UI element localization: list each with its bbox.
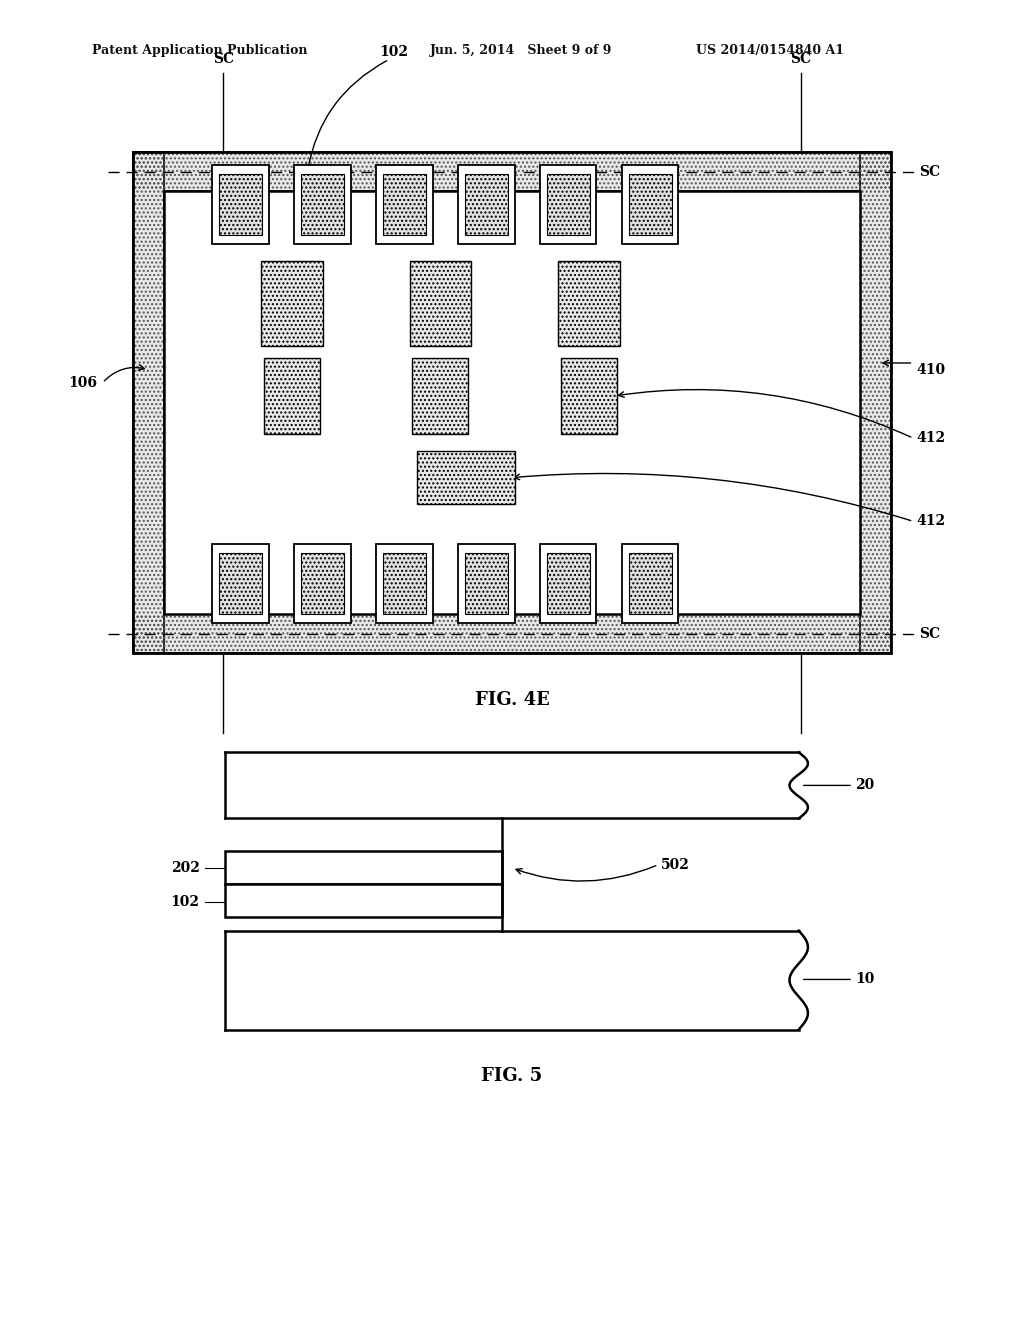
- Bar: [412, 358, 468, 434]
- Text: 10: 10: [855, 973, 874, 986]
- Bar: [219, 174, 262, 235]
- Bar: [133, 152, 164, 653]
- Text: SC: SC: [920, 627, 941, 640]
- Text: 502: 502: [660, 858, 689, 871]
- Bar: [458, 544, 514, 623]
- Polygon shape: [225, 752, 799, 818]
- Bar: [465, 174, 508, 235]
- Bar: [213, 544, 268, 623]
- Bar: [561, 358, 616, 434]
- Text: 20: 20: [855, 779, 874, 792]
- Bar: [541, 165, 597, 244]
- Bar: [541, 544, 597, 623]
- Bar: [133, 152, 891, 653]
- Bar: [623, 165, 679, 244]
- Text: Patent Application Publication: Patent Application Publication: [92, 44, 307, 57]
- Text: FIG. 5: FIG. 5: [481, 1067, 543, 1085]
- Bar: [133, 152, 891, 191]
- Text: US 2014/0154840 A1: US 2014/0154840 A1: [696, 44, 845, 57]
- Bar: [377, 544, 432, 623]
- Bar: [164, 191, 860, 614]
- Bar: [458, 165, 514, 244]
- Bar: [465, 553, 508, 614]
- Bar: [261, 261, 323, 346]
- Polygon shape: [225, 931, 799, 1030]
- Bar: [225, 884, 502, 917]
- Bar: [860, 152, 891, 653]
- Bar: [213, 165, 268, 244]
- Bar: [133, 152, 164, 653]
- Text: SC: SC: [920, 165, 941, 178]
- Bar: [860, 152, 891, 653]
- Bar: [558, 261, 620, 346]
- Bar: [301, 553, 344, 614]
- Bar: [133, 152, 891, 191]
- Bar: [418, 451, 515, 504]
- Bar: [547, 553, 590, 614]
- Text: SC: SC: [791, 51, 811, 66]
- Bar: [410, 261, 471, 346]
- Text: 202: 202: [171, 861, 200, 875]
- Bar: [263, 358, 319, 434]
- Text: Jun. 5, 2014   Sheet 9 of 9: Jun. 5, 2014 Sheet 9 of 9: [430, 44, 612, 57]
- Text: 106: 106: [69, 376, 97, 389]
- Bar: [629, 553, 672, 614]
- Bar: [295, 165, 350, 244]
- Bar: [133, 614, 891, 653]
- Text: 102: 102: [171, 895, 200, 908]
- Text: 410: 410: [916, 363, 945, 376]
- Bar: [225, 851, 502, 884]
- Text: 102: 102: [379, 45, 408, 59]
- Bar: [295, 544, 350, 623]
- Bar: [301, 174, 344, 235]
- Text: FIG. 4E: FIG. 4E: [475, 690, 549, 709]
- Bar: [133, 614, 891, 653]
- Bar: [547, 174, 590, 235]
- Bar: [383, 174, 426, 235]
- Bar: [377, 165, 432, 244]
- Bar: [219, 553, 262, 614]
- Bar: [623, 544, 679, 623]
- Text: SC: SC: [213, 51, 233, 66]
- Text: 412: 412: [916, 432, 945, 445]
- Bar: [383, 553, 426, 614]
- Text: 412: 412: [916, 515, 945, 528]
- Bar: [629, 174, 672, 235]
